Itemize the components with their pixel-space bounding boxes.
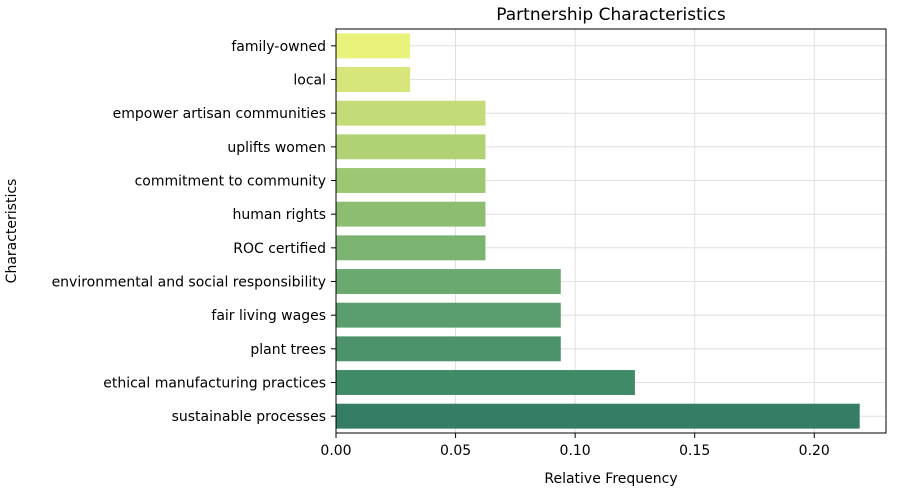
- x-tick-label: 0.15: [679, 443, 710, 459]
- x-axis-label: Relative Frequency: [544, 471, 677, 487]
- y-tick-label: commitment to community: [135, 174, 326, 190]
- y-tick-label: family-owned: [231, 39, 326, 55]
- bar-empower-artisan-communities: [336, 100, 486, 126]
- bar-commitment-to-community: [336, 168, 486, 193]
- y-axis-label: Characteristics: [4, 179, 20, 284]
- y-tick-label: ROC certified: [233, 241, 326, 257]
- y-tick-label: local: [293, 73, 326, 89]
- bar-ethical-manufacturing-practices: [336, 370, 635, 395]
- bar-sustainable-processes: [336, 403, 860, 429]
- x-tick-layer: 0.00 0.05 0.10 0.15 0.20: [320, 433, 830, 459]
- y-tick-label: empower artisan communities: [113, 106, 326, 122]
- y-tick-layer: sustainable processes ethical manufacturi…: [52, 39, 336, 425]
- bar-human-rights: [336, 201, 486, 227]
- plot-frame: [335, 28, 887, 434]
- bar-uplifts-women: [336, 134, 486, 160]
- bar-plant-trees: [336, 336, 561, 362]
- chart-title: Partnership Characteristics: [496, 5, 726, 25]
- bar-local: [336, 67, 411, 92]
- y-tick-label: environmental and social responsibility: [52, 275, 326, 291]
- x-tick-label: 0.10: [560, 443, 591, 459]
- x-tick-label: 0.20: [799, 443, 830, 459]
- y-tick-label: fair living wages: [211, 308, 326, 324]
- y-tick-label: ethical manufacturing practices: [103, 376, 326, 392]
- bar-environmental-and-social-responsibility: [336, 269, 561, 294]
- y-tick-label: sustainable processes: [172, 409, 326, 425]
- y-tick-label: plant trees: [250, 342, 326, 358]
- x-tick-label: 0.00: [320, 443, 351, 459]
- y-tick-label: uplifts women: [227, 140, 326, 156]
- x-tick-label: 0.05: [440, 443, 471, 459]
- bar-family-owned: [336, 33, 411, 59]
- bar-fair-living-wages: [336, 302, 561, 328]
- bar-roc-certified: [336, 235, 486, 261]
- bar-layer: [336, 33, 860, 429]
- y-tick-label: human rights: [233, 207, 326, 223]
